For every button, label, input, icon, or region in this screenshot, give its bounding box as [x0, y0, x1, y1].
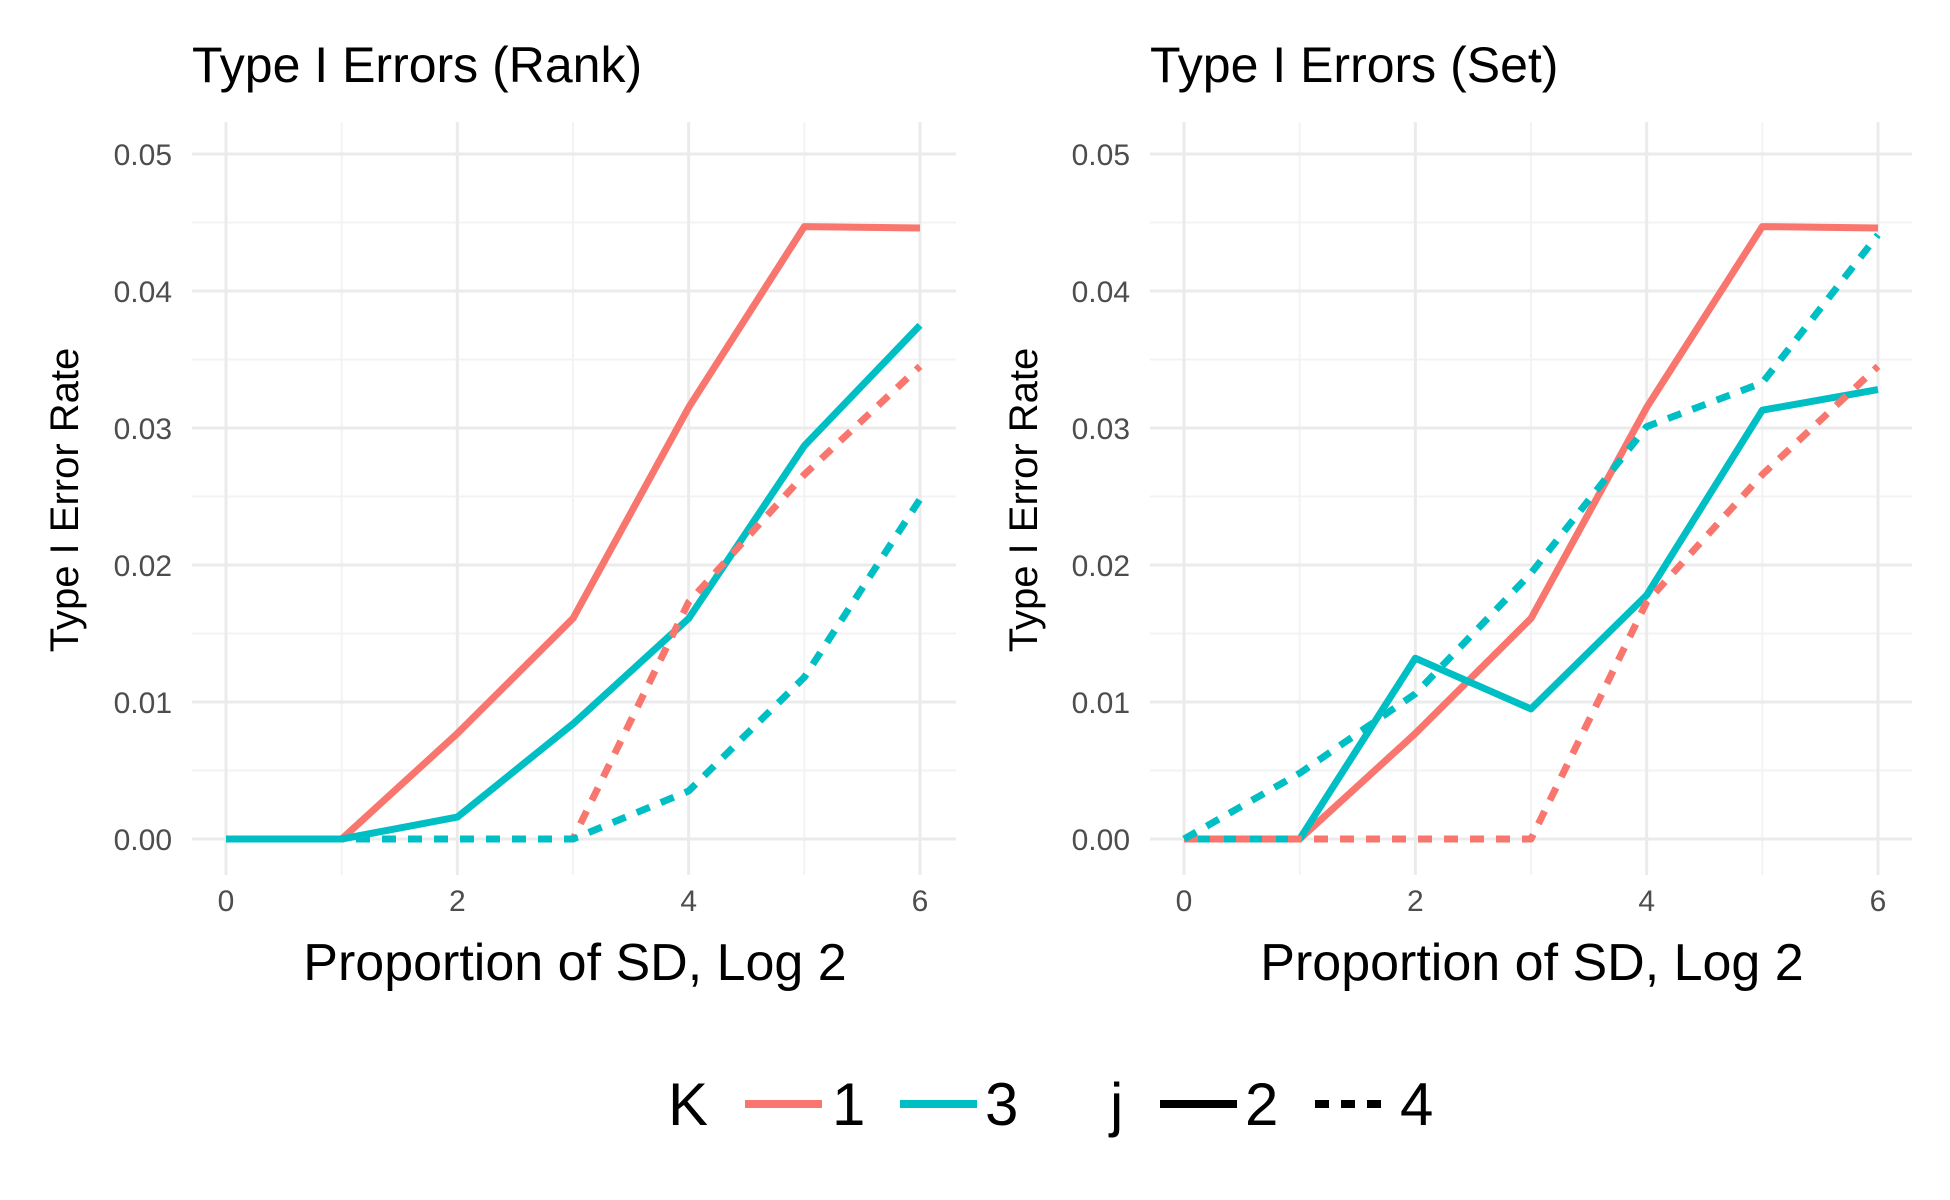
y-tick-label: 0.04 [1072, 276, 1130, 309]
x-tick-label: 4 [680, 885, 697, 918]
y-tick-label: 0.05 [1072, 139, 1130, 172]
panel-title-set: Type I Errors (Set) [1150, 37, 1558, 93]
x-tick-label: 2 [449, 885, 466, 918]
panel-set: Type I Errors (Set) 0.00 0.01 0.02 0.03 0.04… [1002, 37, 1912, 992]
x-tick-labels-set: 0 2 4 6 [1176, 885, 1887, 918]
grid-set [1150, 122, 1912, 875]
y-tick-label: 0.00 [1072, 824, 1130, 857]
y-tick-label: 0.04 [114, 276, 172, 309]
legend-title-j: j [1108, 1071, 1123, 1138]
x-tick-label: 0 [218, 885, 235, 918]
legend-label-j-4: 4 [1400, 1071, 1433, 1138]
x-axis-title-set: Proportion of SD, Log 2 [1260, 934, 1803, 992]
legend-label-k-3: 3 [985, 1071, 1018, 1138]
grid-rank [192, 122, 956, 875]
y-tick-label: 0.01 [1072, 687, 1130, 720]
y-tick-labels-set: 0.00 0.01 0.02 0.03 0.04 0.05 [1072, 139, 1130, 857]
x-tick-label: 0 [1176, 885, 1193, 918]
y-tick-label: 0.02 [1072, 550, 1130, 583]
x-tick-labels-rank: 0 2 4 6 [218, 885, 929, 918]
y-tick-label: 0.03 [114, 413, 172, 446]
x-tick-label: 6 [1870, 885, 1887, 918]
legend-label-k-1: 1 [832, 1071, 865, 1138]
y-axis-title-set: Type I Error Rate [1002, 348, 1046, 653]
legend: K 1 3 j 2 4 [668, 1071, 1433, 1138]
x-tick-label: 6 [912, 885, 929, 918]
y-tick-label: 0.01 [114, 687, 172, 720]
panel-rank: Type I Errors (Rank) 0.000.010.020.030.0… [43, 37, 956, 992]
x-axis-title-rank: Proportion of SD, Log 2 [303, 934, 846, 992]
series-line-k3-j4 [226, 497, 923, 843]
x-tick-label: 4 [1638, 885, 1655, 918]
legend-label-j-2: 2 [1245, 1071, 1278, 1138]
series-line-k3-j4 [1182, 232, 1881, 843]
y-tick-labels-rank: 0.00 0.01 0.02 0.03 0.04 0.05 [114, 139, 172, 857]
y-tick-label: 0.05 [114, 139, 172, 172]
series-lines-rank [226, 223, 923, 843]
legend-title-k: K [668, 1071, 708, 1138]
y-tick-label: 0.03 [1072, 413, 1130, 446]
series-lines-set [1182, 223, 1881, 843]
series-line-k1-j4 [1184, 363, 1881, 843]
x-tick-label: 2 [1407, 885, 1424, 918]
y-tick-label: 0.02 [114, 550, 172, 583]
y-tick-label: 0.00 [114, 824, 172, 857]
y-axis-title-rank: Type I Error Rate [43, 348, 87, 653]
panel-title-rank: Type I Errors (Rank) [192, 37, 642, 93]
